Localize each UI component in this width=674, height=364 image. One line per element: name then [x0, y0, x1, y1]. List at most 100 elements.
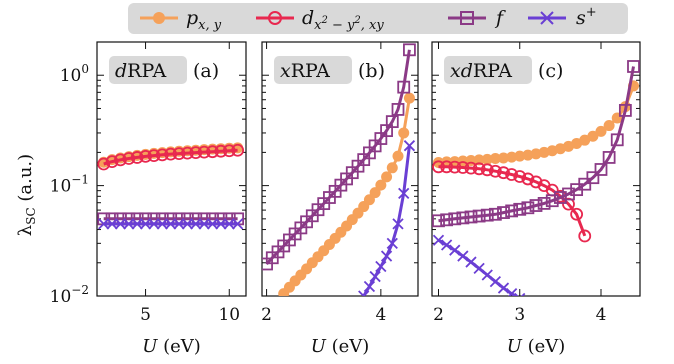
legend-label-f: f	[494, 7, 506, 29]
point-s	[206, 218, 219, 230]
point-s	[440, 239, 453, 251]
point-p	[530, 148, 542, 160]
point-s	[358, 290, 370, 296]
legend: px, y dx2 − y2, xy f s+	[128, 3, 628, 34]
point-f	[610, 133, 624, 147]
panel-b: 2 4U (eV) xRPA (b)	[261, 41, 419, 357]
point-d	[155, 148, 169, 162]
point-p	[375, 179, 387, 191]
point-s	[148, 218, 160, 230]
point-s	[363, 280, 376, 293]
point-d	[448, 160, 462, 174]
point-f	[594, 163, 608, 176]
point-d	[181, 146, 194, 160]
x-tick-label: 5	[140, 305, 151, 325]
point-s	[173, 218, 185, 230]
x-tick-label: 4	[375, 305, 386, 325]
point-s	[489, 275, 502, 288]
panel-letter: (a)	[193, 60, 219, 82]
point-f	[391, 103, 405, 116]
point-d	[105, 155, 119, 169]
point-s	[369, 270, 381, 283]
point-f	[440, 213, 454, 227]
point-s	[215, 218, 227, 230]
point-d	[231, 143, 245, 157]
point-p	[473, 154, 485, 166]
point-p	[369, 187, 381, 199]
point-p	[381, 171, 393, 183]
panel-label: dRPA	[115, 60, 167, 82]
point-p	[587, 130, 599, 142]
point-f	[562, 187, 575, 201]
point-p	[398, 127, 410, 139]
point-d	[130, 151, 144, 164]
point-p	[603, 120, 615, 132]
point-s	[198, 218, 210, 230]
point-d	[97, 157, 111, 171]
x-tick-label: 4	[596, 305, 607, 325]
point-d	[122, 152, 136, 165]
series-line-s	[362, 145, 411, 296]
point-s	[403, 140, 416, 152]
point-s	[190, 218, 202, 230]
point-s	[473, 262, 485, 274]
point-s	[131, 218, 143, 230]
point-d	[206, 145, 219, 159]
y-axis-title: λSC (a.u.)	[15, 154, 38, 236]
point-s	[165, 218, 177, 230]
panel-label: xdRPA	[450, 60, 512, 82]
panel-c: 2 3 4 U (eV) xdRPA (c)	[431, 41, 641, 357]
point-d	[578, 229, 592, 243]
panel-frame	[431, 41, 641, 297]
point-s	[457, 250, 469, 262]
legend-marker-d	[268, 11, 282, 25]
point-p	[498, 152, 509, 164]
point-f	[578, 177, 592, 191]
point-f	[488, 207, 502, 221]
point-d	[497, 166, 510, 180]
point-d	[480, 163, 494, 177]
panel-letter: (c)	[538, 60, 563, 82]
y-tick-label: 10−2	[50, 283, 89, 307]
point-p	[514, 150, 526, 162]
point-f	[505, 204, 519, 218]
point-p	[522, 149, 534, 161]
point-s	[481, 269, 493, 281]
panel-badge	[109, 56, 187, 84]
panel-letter: (b)	[358, 60, 385, 82]
point-s	[449, 244, 461, 256]
point-d	[432, 160, 445, 174]
point-d	[464, 161, 478, 175]
point-s	[114, 218, 127, 230]
x-axis-title: U (eV)	[311, 336, 370, 357]
x-axis-title: U (eV)	[142, 336, 201, 357]
panel-badge	[444, 56, 532, 84]
legend-background	[128, 3, 628, 34]
point-s	[380, 250, 393, 262]
x-tick-label: 3	[514, 305, 525, 325]
point-d	[513, 170, 527, 183]
point-s	[514, 292, 526, 296]
x-axis-title: U (eV)	[507, 336, 566, 357]
point-s	[156, 218, 168, 230]
point-s	[386, 237, 398, 249]
point-p	[386, 162, 398, 174]
point-d	[521, 172, 535, 186]
point-f	[513, 202, 527, 216]
panel-a: 10−2 10−1 100 5 10 U (eV) dRPA (a)	[50, 41, 247, 357]
panel-frame	[261, 41, 419, 297]
point-f	[480, 208, 494, 222]
point-f	[618, 104, 632, 117]
point-s	[505, 288, 518, 296]
legend-marker-s	[540, 11, 554, 25]
point-p	[481, 153, 493, 165]
point-f	[497, 206, 510, 219]
point-s	[375, 260, 387, 273]
point-f	[627, 60, 640, 73]
point-s	[98, 218, 110, 230]
x-tick-label: 2	[433, 305, 444, 325]
panel-label: xRPA	[280, 60, 330, 82]
legend-marker-f	[460, 11, 474, 25]
point-s	[392, 218, 404, 230]
